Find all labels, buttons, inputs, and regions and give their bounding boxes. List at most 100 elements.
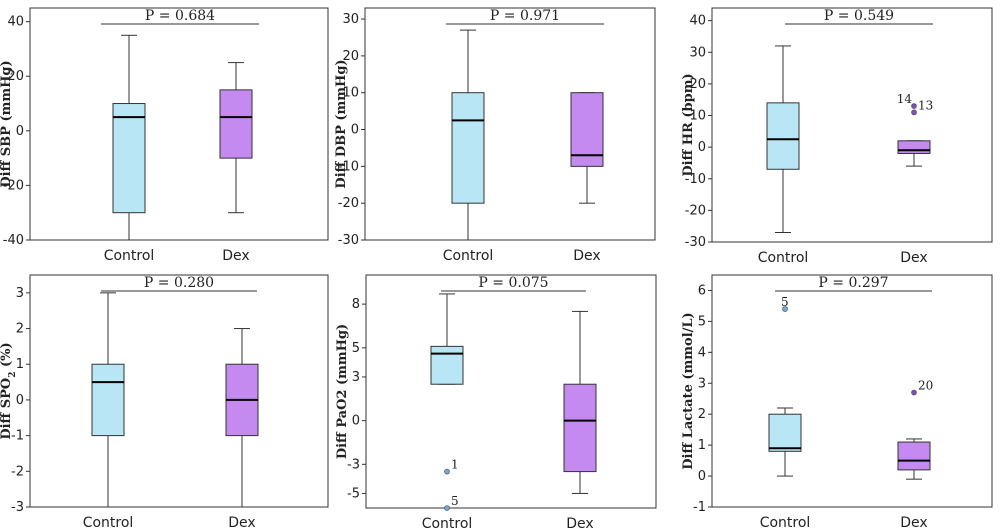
y-tick-label: 40 <box>7 15 24 30</box>
y-tick-label: 3 <box>352 370 360 385</box>
y-tick-label: 30 <box>342 12 359 27</box>
panel-4: -3 -2 -1 0 1 2 3 Diff SPO2 (%) P = 0.280 Control D… <box>0 274 329 531</box>
y-tick-label: 4 <box>698 345 706 360</box>
box-control: 15 <box>430 293 464 511</box>
outlier-label: 5 <box>781 295 789 309</box>
outlier-point <box>911 103 917 109</box>
box-dex <box>225 328 259 508</box>
box-dex: 14 13 <box>897 92 933 167</box>
y-tick-label: 2 <box>16 322 24 337</box>
box-control <box>91 292 125 508</box>
y-tick-label: 0 <box>16 124 24 139</box>
y-tick-label: 40 <box>689 14 706 29</box>
interquartile-box <box>766 102 800 170</box>
y-tick-label: 0 <box>698 469 706 484</box>
y-tick-label: 0 <box>16 393 24 408</box>
box-control <box>112 34 146 241</box>
y-tick-label: -20 <box>338 196 359 211</box>
plot-frame <box>364 7 656 241</box>
y-tick-label: -20 <box>685 203 706 218</box>
plot-frame <box>29 274 329 508</box>
category-label: Dex <box>222 248 249 264</box>
y-tick-label: 5 <box>352 341 360 356</box>
category-label: Dex <box>566 516 593 531</box>
category-label: Dex <box>573 248 600 264</box>
category-label: Control <box>83 515 134 531</box>
p-value-label: P = 0.971 <box>490 8 560 24</box>
outlier-label: 20 <box>918 379 933 393</box>
category-label: Dex <box>900 250 927 266</box>
y-axis-label: Diff DBP (mmHg) <box>334 59 349 188</box>
box-control <box>451 29 485 241</box>
outlier-point <box>911 389 917 396</box>
y-tick-label: -40 <box>3 233 24 248</box>
y-tick-label: 3 <box>698 376 706 391</box>
interquartile-box <box>897 140 931 154</box>
interquartile-box <box>768 413 802 452</box>
outlier-label: 13 <box>918 98 933 112</box>
panel-3: -30 -20 -10 0 10 20 30 40 Diff HR (bpm) P = 0.549… <box>681 7 993 266</box>
y-tick-label: 2 <box>698 407 706 422</box>
outlier-point <box>444 468 450 475</box>
category-label: Control <box>758 250 809 266</box>
outlier-point <box>444 505 450 511</box>
y-tick-label: 0 <box>351 123 359 138</box>
plot-frame <box>711 7 993 243</box>
category-label: Dex <box>228 515 255 531</box>
interquartile-box <box>563 383 597 473</box>
y-tick-label: 6 <box>698 283 706 298</box>
y-axis-label: Diff PaO2 (mmHg) <box>335 324 350 459</box>
interquartile-box <box>219 89 253 159</box>
box-dex <box>219 62 253 214</box>
y-tick-label: 20 <box>7 69 24 84</box>
panel-1: -40 -20 0 20 40 Diff SBP (mmHg) P = 0.684 Contr… <box>0 7 329 264</box>
y-axis-label: Diff SBP (mmHg) <box>0 60 14 187</box>
y-tick-label: 1 <box>16 357 24 372</box>
y-tick-label: -20 <box>3 178 24 193</box>
y-tick-label: -10 <box>338 159 359 174</box>
y-tick-label: -1 <box>11 429 24 444</box>
p-value-label: P = 0.075 <box>478 275 548 291</box>
y-tick-label: 1 <box>698 438 706 453</box>
box-dex <box>563 310 597 494</box>
y-tick-label: -1 <box>693 500 706 515</box>
plot-frame <box>29 7 329 241</box>
outlier-point <box>911 109 917 116</box>
category-label: Control <box>104 248 155 264</box>
box-dex: 20 <box>897 379 933 480</box>
y-axis-label: Diff SPO2 (%) <box>0 342 18 439</box>
y-tick-label: 3 <box>16 286 24 301</box>
y-tick-label: -3 <box>11 500 24 515</box>
y-tick-label: 8 <box>352 297 360 312</box>
p-value-label: P = 0.684 <box>145 8 215 24</box>
p-value-label: P = 0.297 <box>818 275 888 291</box>
outlier-label: 1 <box>451 458 459 472</box>
y-tick-label: 20 <box>342 49 359 64</box>
y-tick-label: 0 <box>698 140 706 155</box>
y-tick-label: -30 <box>338 233 359 248</box>
y-tick-label: 0 <box>352 414 360 429</box>
interquartile-box <box>451 92 485 204</box>
box-dex <box>570 92 604 204</box>
y-tick-label: 10 <box>342 86 359 101</box>
y-tick-label: -3 <box>347 457 360 472</box>
y-tick-label: -2 <box>11 464 24 479</box>
p-value-label: P = 0.549 <box>824 8 894 24</box>
y-axis-label: Diff Lactate (mmol/L) <box>681 312 696 469</box>
y-tick-label: -10 <box>685 172 706 187</box>
y-tick-label: 5 <box>698 314 706 329</box>
category-label: Dex <box>900 515 927 531</box>
y-tick-label: 20 <box>689 77 706 92</box>
interquartile-box <box>91 363 125 437</box>
outlier-point <box>782 306 788 312</box>
y-tick-label: 10 <box>689 109 706 124</box>
interquartile-box <box>112 103 146 214</box>
category-label: Control <box>443 248 494 264</box>
category-label: Control <box>760 515 811 531</box>
box-control: 5 <box>768 295 802 477</box>
y-tick-label: -30 <box>685 235 706 250</box>
interquartile-box <box>570 92 604 167</box>
